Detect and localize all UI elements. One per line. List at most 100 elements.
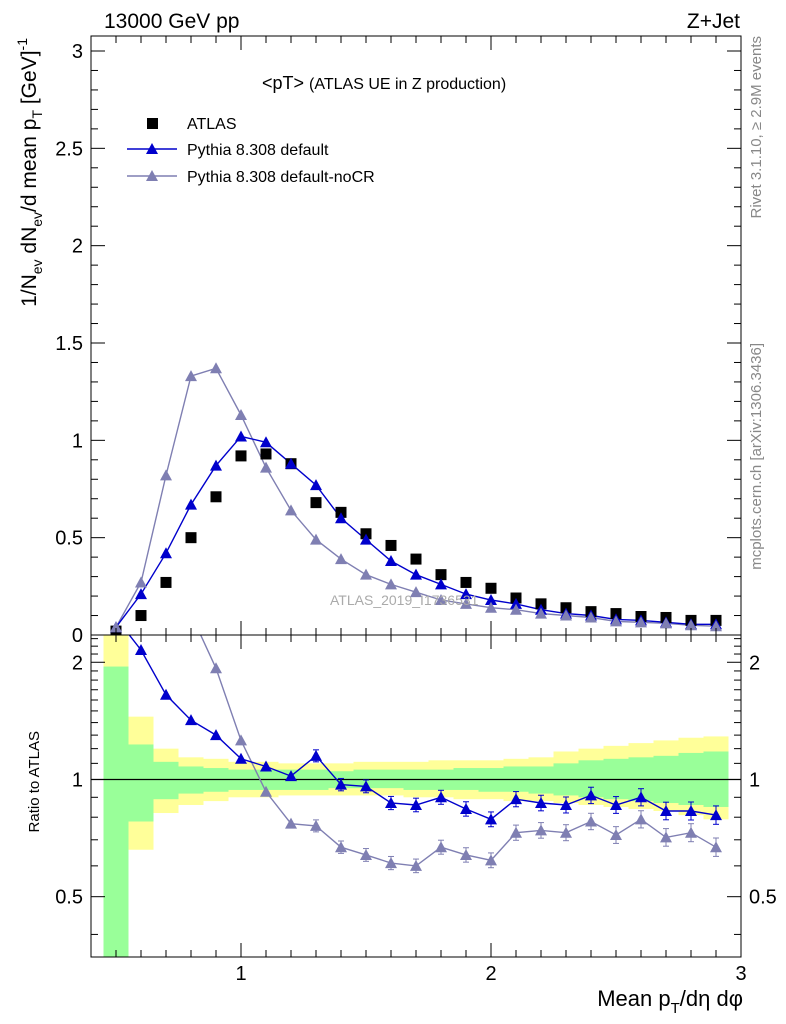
ratio-point-pythia-8-308-default <box>335 778 347 790</box>
legend-label-atlas: ATLAS <box>187 116 237 133</box>
data-point-atlas <box>160 576 172 588</box>
ratio-point-pythia-8-308-default-nocr <box>410 859 422 871</box>
y-tick-label: 0.5 <box>55 528 83 550</box>
data-point-pythia-8-308-default-nocr <box>435 593 447 605</box>
ratio-point-pythia-8-308-default-nocr <box>485 854 497 866</box>
ratio-point-pythia-8-308-default-nocr <box>235 734 247 746</box>
ratio-point-pythia-8-308-default <box>235 752 247 764</box>
ratio-point-pythia-8-308-default <box>410 798 422 810</box>
main-plot-data <box>110 362 722 637</box>
ratio-plot-axes: 0.5 0.5 1 1 2 2 1 2 3 <box>55 635 777 985</box>
y-tick-label: 2 <box>72 236 83 258</box>
ratio-point-pythia-8-308-default <box>185 714 197 726</box>
ratio-y-tick-label: 0.5 <box>55 887 83 909</box>
ratio-point-pythia-8-308-default-nocr <box>260 785 272 797</box>
main-plot-title: <pT> (ATLAS UE in Z production) <box>262 73 506 93</box>
ratio-point-pythia-8-308-default <box>485 813 497 825</box>
ratio-plot-panel: 0.5 0.5 1 1 2 2 1 2 3 Ratio to ATLAS Mean pT/dη … <box>26 519 777 1017</box>
ratio-point-pythia-8-308-default-nocr <box>360 848 372 860</box>
data-point-pythia-8-308-default <box>435 578 447 590</box>
data-point-pythia-8-308-default <box>285 457 297 469</box>
y-tick-label: 1 <box>72 430 83 452</box>
ratio-point-pythia-8-308-default-nocr <box>660 831 672 843</box>
ratio-point-pythia-8-308-default-nocr <box>135 548 147 559</box>
data-point-pythia-8-308-default-nocr <box>535 607 547 619</box>
header-energy-label: 13000 GeV pp <box>104 10 239 33</box>
uncertainty-band-inner <box>128 744 154 822</box>
legend-marker-default <box>146 143 158 154</box>
data-point-pythia-8-308-default-nocr <box>185 370 197 382</box>
data-point-pythia-8-308-default <box>235 430 247 442</box>
ratio-point-pythia-8-308-default-nocr <box>385 857 397 869</box>
data-point-atlas <box>435 569 447 581</box>
data-point-pythia-8-308-default-nocr <box>460 597 472 609</box>
ratio-plot-data <box>91 519 741 957</box>
y-tick-label: 0 <box>72 625 83 647</box>
ratio-point-pythia-8-308-default <box>435 791 447 803</box>
ratio-point-pythia-8-308-default-nocr <box>585 815 597 827</box>
data-point-pythia-8-308-default <box>460 588 472 600</box>
legend-marker-nocr <box>146 170 158 181</box>
ratio-point-pythia-8-308-default-nocr <box>160 588 172 599</box>
ratio-point-pythia-8-308-default <box>510 793 522 805</box>
data-point-pythia-8-308-default-nocr <box>485 601 497 613</box>
ratio-point-pythia-8-308-default-nocr <box>335 841 347 853</box>
data-point-atlas <box>485 582 497 594</box>
data-point-pythia-8-308-default-nocr <box>685 619 697 631</box>
legend: ATLAS Pythia 8.308 default Pythia 8.308 … <box>127 116 375 186</box>
y-tick-label: 3 <box>72 41 83 63</box>
ratio-point-pythia-8-308-default <box>285 770 297 782</box>
data-point-pythia-8-308-default-nocr <box>710 620 722 632</box>
ratio-point-pythia-8-308-default-nocr <box>285 817 297 829</box>
main-plot-axes: 0 0.5 1 1.5 2 2.5 3 <box>55 36 741 647</box>
ratio-point-pythia-8-308-default <box>535 797 547 809</box>
rivet-version-label: Rivet 3.1.10, ≥ 2.9M events <box>748 36 765 219</box>
ratio-point-pythia-8-308-default <box>560 798 572 810</box>
ratio-point-pythia-8-308-default <box>310 749 322 761</box>
data-point-atlas <box>410 553 422 565</box>
x-tick-label: 1 <box>235 963 246 985</box>
data-point-pythia-8-308-default-nocr <box>385 578 397 590</box>
data-point-atlas <box>385 539 397 551</box>
data-point-atlas <box>135 610 147 622</box>
data-point-pythia-8-308-default-nocr <box>410 586 422 598</box>
data-point-pythia-8-308-default-nocr <box>510 603 522 615</box>
x-tick-label: 3 <box>735 963 746 985</box>
data-point-pythia-8-308-default-nocr <box>635 616 647 628</box>
data-point-atlas <box>460 576 472 588</box>
ratio-point-pythia-8-308-default <box>160 688 172 700</box>
data-point-pythia-8-308-default <box>185 498 197 510</box>
ratio-point-pythia-8-308-default <box>260 760 272 772</box>
ratio-point-pythia-8-308-default-nocr <box>210 662 222 674</box>
ratio-point-pythia-8-308-default-nocr <box>710 841 722 853</box>
data-point-pythia-8-308-default-nocr <box>610 615 622 627</box>
ratio-point-pythia-8-308-default-nocr <box>435 841 447 853</box>
ratio-point-pythia-8-308-default <box>135 644 147 656</box>
ratio-point-pythia-8-308-default-nocr <box>185 608 197 619</box>
data-point-pythia-8-308-default <box>260 436 272 448</box>
legend-label-default: Pythia 8.308 default <box>187 142 329 159</box>
data-point-pythia-8-308-default-nocr <box>285 504 297 516</box>
ratio-point-pythia-8-308-default <box>360 780 372 792</box>
ratio-point-pythia-8-308-default <box>660 804 672 816</box>
x-tick-label: 2 <box>485 963 496 985</box>
ratio-point-pythia-8-308-default-nocr <box>110 519 122 530</box>
mcplots-label: mcplots.cern.ch [arXiv:1306.3436] <box>748 343 765 570</box>
ratio-point-pythia-8-308-default <box>385 797 397 809</box>
ratio-point-pythia-8-308-default <box>210 729 222 741</box>
data-point-pythia-8-308-default <box>310 479 322 491</box>
ratio-y-tick-label-right: 1 <box>749 769 760 791</box>
data-point-pythia-8-308-default-nocr <box>260 461 272 473</box>
ratio-y-tick-label: 2 <box>72 652 83 674</box>
ratio-point-pythia-8-308-default-nocr <box>560 826 572 838</box>
uncertainty-band-inner <box>153 761 179 800</box>
ratio-point-pythia-8-308-default-nocr <box>610 829 622 841</box>
ratio-point-pythia-8-308-default <box>685 804 697 816</box>
legend-label-nocr: Pythia 8.308 default-noCR <box>187 169 375 186</box>
data-point-pythia-8-308-default <box>135 588 147 600</box>
data-point-pythia-8-308-default <box>210 459 222 471</box>
data-point-atlas <box>260 448 272 460</box>
header-process-label: Z+Jet <box>687 10 740 33</box>
analysis-watermark: ATLAS_2019_I1736531 <box>330 592 479 608</box>
